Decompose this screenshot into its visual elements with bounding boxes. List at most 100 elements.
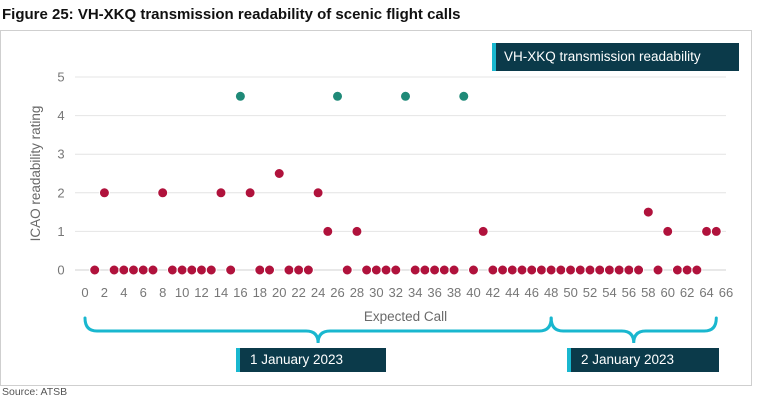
date-brace-2 <box>549 316 718 344</box>
data-point <box>186 264 198 276</box>
x-tick-label: 40 <box>466 285 480 300</box>
data-point <box>419 264 431 276</box>
x-tick-label: 48 <box>544 285 558 300</box>
data-point <box>283 264 295 276</box>
figure-title: Figure 25: VH-XKQ transmission readabili… <box>2 6 461 23</box>
data-point-alt <box>234 90 246 102</box>
x-tick-label: 66 <box>719 285 733 300</box>
data-point <box>448 264 460 276</box>
y-tick-label: 5 <box>57 70 64 85</box>
data-point <box>691 264 703 276</box>
x-axis-label: Expected Call <box>364 309 447 324</box>
data-point <box>166 264 178 276</box>
y-tick-label: 3 <box>57 147 64 162</box>
data-point <box>671 264 683 276</box>
data-point <box>128 264 140 276</box>
data-point <box>710 225 722 237</box>
data-point-alt <box>458 90 470 102</box>
data-point <box>535 264 547 276</box>
x-tick-label: 54 <box>602 285 616 300</box>
x-tick-label: 16 <box>233 285 247 300</box>
x-tick-label: 2 <box>101 285 108 300</box>
x-tick-label: 6 <box>140 285 147 300</box>
y-tick-label: 1 <box>57 224 64 239</box>
date-label-2-january-2023: 2 January 2023 <box>567 348 719 372</box>
data-point <box>409 264 421 276</box>
data-point <box>555 264 567 276</box>
y-tick-label: 0 <box>57 263 64 278</box>
data-point <box>225 264 237 276</box>
source-note: Source: ATSB <box>2 386 68 398</box>
data-point <box>89 264 101 276</box>
x-tick-label: 50 <box>563 285 577 300</box>
x-tick-label: 60 <box>660 285 674 300</box>
data-point <box>613 264 625 276</box>
data-point <box>584 264 596 276</box>
data-point <box>497 264 509 276</box>
date-label-1-january-2023: 1 January 2023 <box>236 348 386 372</box>
data-point <box>205 264 217 276</box>
data-point <box>341 264 353 276</box>
data-point <box>264 264 276 276</box>
data-point <box>390 264 402 276</box>
x-tick-label: 18 <box>253 285 267 300</box>
data-point <box>681 264 693 276</box>
data-point <box>526 264 538 276</box>
data-point <box>370 264 382 276</box>
x-tick-label: 10 <box>175 285 189 300</box>
x-tick-label: 64 <box>699 285 713 300</box>
data-point <box>565 264 577 276</box>
data-point <box>176 264 188 276</box>
data-point <box>506 264 518 276</box>
x-tick-label: 12 <box>194 285 208 300</box>
x-tick-label: 62 <box>680 285 694 300</box>
data-point <box>147 264 159 276</box>
x-tick-label: 22 <box>291 285 305 300</box>
data-point <box>322 225 334 237</box>
x-tick-label: 42 <box>486 285 500 300</box>
x-tick-label: 4 <box>120 285 127 300</box>
x-tick-label: 0 <box>81 285 88 300</box>
data-point <box>118 264 130 276</box>
x-tick-label: 14 <box>214 285 228 300</box>
date-brace-1 <box>83 316 553 344</box>
data-point <box>701 225 713 237</box>
x-tick-label: 36 <box>427 285 441 300</box>
x-tick-label: 52 <box>583 285 597 300</box>
data-point <box>380 264 392 276</box>
data-point <box>98 187 110 199</box>
y-axis-label: ICAO readability rating <box>28 106 43 242</box>
data-point <box>603 264 615 276</box>
x-tick-label: 56 <box>622 285 636 300</box>
data-point <box>293 264 305 276</box>
y-tick-label: 2 <box>57 185 64 200</box>
data-point-alt <box>332 90 344 102</box>
x-tick-label: 8 <box>159 285 166 300</box>
data-point <box>215 187 227 199</box>
data-point <box>312 187 324 199</box>
data-point <box>516 264 528 276</box>
x-tick-label: 26 <box>330 285 344 300</box>
data-point <box>642 206 654 218</box>
data-point <box>438 264 450 276</box>
x-tick-label: 32 <box>389 285 403 300</box>
data-point <box>545 264 557 276</box>
x-tick-label: 58 <box>641 285 655 300</box>
x-tick-label: 46 <box>525 285 539 300</box>
x-tick-label: 28 <box>350 285 364 300</box>
data-point <box>574 264 586 276</box>
data-point <box>429 264 441 276</box>
x-tick-label: 34 <box>408 285 422 300</box>
data-point <box>137 264 149 276</box>
data-point <box>244 187 256 199</box>
x-tick-label: 24 <box>311 285 325 300</box>
data-point-alt <box>400 90 411 102</box>
chart-container <box>0 30 752 386</box>
data-point <box>487 264 499 276</box>
data-point <box>302 264 314 276</box>
x-tick-label: 38 <box>447 285 461 300</box>
data-point <box>351 225 363 237</box>
x-tick-label: 20 <box>272 285 286 300</box>
data-point <box>254 264 266 276</box>
